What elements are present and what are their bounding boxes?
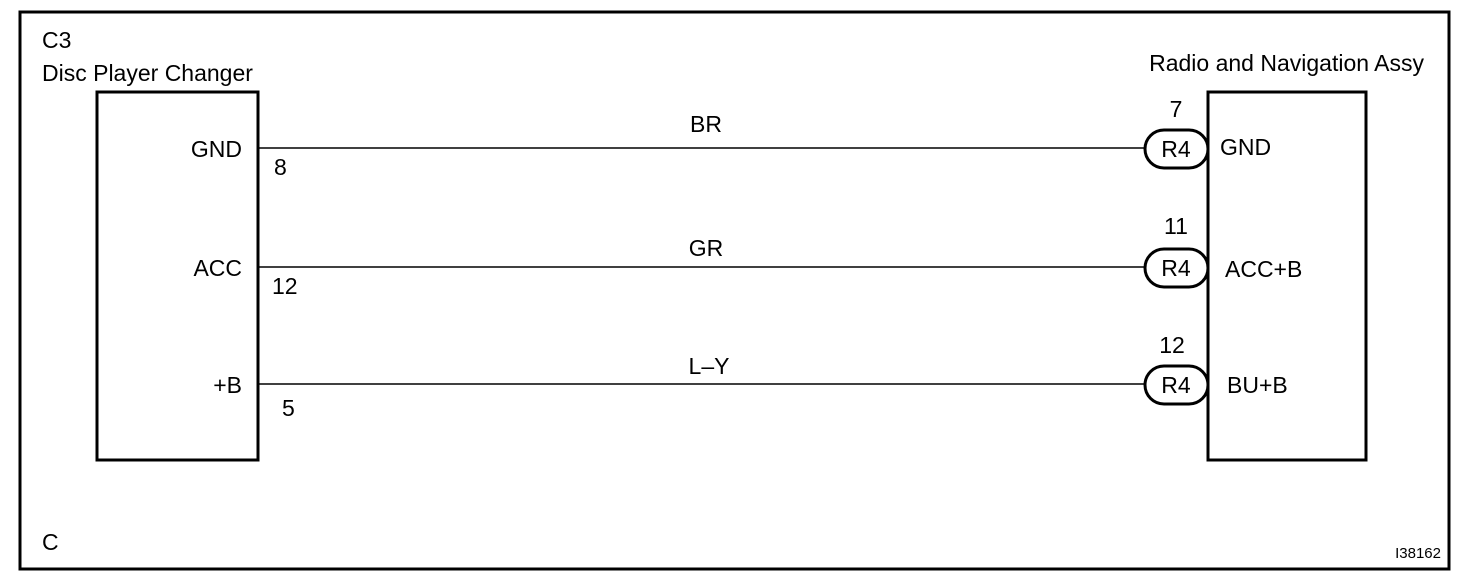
left-pin-number: 12 (272, 273, 298, 299)
right-component-name: Radio and Navigation Assy (1149, 50, 1424, 76)
left-component-name: Disc Player Changer (42, 60, 253, 86)
right-component-box (1206, 90, 1368, 462)
wire-gnd: GND 8 BR 7 R4 GND (191, 96, 1271, 180)
right-pin-number: 11 (1164, 213, 1188, 239)
figure-id: I38162 (1395, 545, 1441, 562)
wire-acc: ACC 12 GR 11 R4 ACC+B (193, 213, 1302, 299)
diagram-frame (18, 10, 1451, 571)
right-pin-label: ACC+B (1225, 256, 1302, 282)
wire-color-code: BR (690, 111, 722, 137)
connector-oval (1143, 128, 1210, 170)
connector-code: R4 (1161, 372, 1191, 398)
connector-code: R4 (1161, 255, 1191, 281)
wire-color-code: GR (689, 235, 724, 261)
wire-color-code: L–Y (689, 353, 730, 379)
left-component-box (95, 90, 260, 462)
connector-oval (1143, 247, 1210, 289)
left-component-code: C3 (42, 27, 71, 53)
right-pin-label: GND (1220, 134, 1271, 160)
connector-code: R4 (1161, 136, 1191, 162)
connector-oval (1143, 364, 1210, 406)
left-pin-number: 5 (282, 395, 295, 421)
left-pin-label: ACC (193, 255, 242, 281)
left-pin-label: GND (191, 136, 242, 162)
left-pin-number: 8 (274, 154, 287, 180)
right-pin-number: 12 (1159, 332, 1185, 358)
left-pin-label: +B (213, 372, 242, 398)
wire-plus-b: +B 5 L–Y 12 R4 BU+B (213, 332, 1288, 421)
corner-label: C (42, 529, 59, 555)
right-pin-label: BU+B (1227, 372, 1288, 398)
right-pin-number: 7 (1170, 96, 1183, 122)
